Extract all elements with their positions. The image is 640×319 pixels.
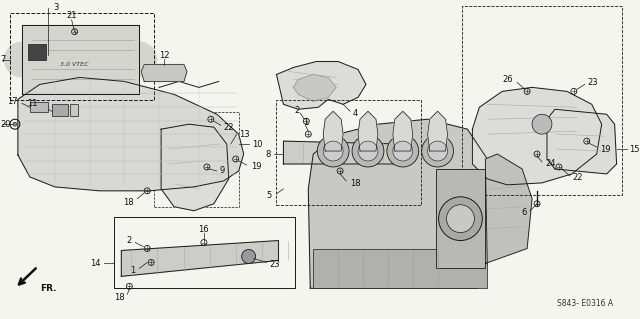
- Text: FR.: FR.: [40, 284, 56, 293]
- Bar: [28, 44, 45, 60]
- Text: 23: 23: [269, 260, 280, 269]
- Text: 2: 2: [295, 106, 300, 115]
- Text: 9: 9: [220, 167, 225, 175]
- Text: 21: 21: [67, 11, 77, 20]
- Polygon shape: [485, 154, 532, 263]
- Polygon shape: [428, 111, 447, 151]
- Text: S843- E0316 A: S843- E0316 A: [557, 299, 613, 308]
- Bar: [276, 100, 420, 205]
- Text: 3: 3: [54, 3, 59, 12]
- Polygon shape: [293, 74, 336, 101]
- Text: 22: 22: [224, 123, 234, 132]
- Text: 24: 24: [545, 160, 556, 168]
- Text: 13: 13: [239, 130, 250, 139]
- Text: 20: 20: [0, 120, 10, 129]
- Bar: [313, 249, 487, 288]
- Polygon shape: [18, 78, 244, 191]
- Text: 18: 18: [123, 198, 133, 207]
- Text: 23: 23: [588, 78, 598, 87]
- Text: 17: 17: [7, 97, 18, 106]
- Bar: [436, 169, 485, 268]
- Bar: [52, 104, 68, 116]
- Text: 19: 19: [251, 162, 261, 171]
- Text: 12: 12: [159, 51, 170, 60]
- Text: 22: 22: [573, 174, 583, 182]
- Circle shape: [323, 141, 343, 161]
- Polygon shape: [358, 111, 378, 151]
- Text: 4: 4: [353, 109, 358, 118]
- Circle shape: [317, 135, 349, 167]
- Circle shape: [242, 249, 255, 263]
- Bar: [30, 102, 48, 112]
- Text: 1: 1: [303, 118, 308, 127]
- Circle shape: [438, 197, 483, 241]
- Circle shape: [447, 205, 474, 233]
- Text: 18: 18: [114, 293, 124, 302]
- Circle shape: [422, 135, 454, 167]
- Polygon shape: [276, 62, 366, 109]
- Text: 8: 8: [265, 150, 271, 159]
- Circle shape: [393, 141, 413, 161]
- Bar: [10, 13, 154, 100]
- Circle shape: [122, 42, 157, 78]
- Text: 18: 18: [350, 179, 361, 188]
- Polygon shape: [323, 111, 343, 151]
- Bar: [463, 6, 621, 195]
- Text: 10: 10: [252, 140, 262, 149]
- Text: 1: 1: [130, 266, 135, 275]
- Circle shape: [387, 135, 419, 167]
- Circle shape: [4, 42, 40, 78]
- Polygon shape: [122, 241, 278, 276]
- Bar: [70, 104, 77, 116]
- Polygon shape: [284, 141, 403, 164]
- Text: 11: 11: [28, 99, 38, 108]
- Text: 26: 26: [502, 75, 513, 84]
- Bar: [115, 217, 296, 288]
- Polygon shape: [161, 124, 228, 211]
- Polygon shape: [308, 119, 487, 288]
- Text: 7: 7: [0, 55, 5, 64]
- Text: 15: 15: [630, 145, 640, 153]
- Polygon shape: [22, 25, 140, 94]
- Text: 3.0 VTEC: 3.0 VTEC: [60, 62, 88, 67]
- Polygon shape: [393, 111, 413, 151]
- Polygon shape: [547, 109, 616, 174]
- Text: 5: 5: [266, 191, 271, 200]
- Circle shape: [532, 114, 552, 134]
- Text: 14: 14: [90, 259, 100, 268]
- Polygon shape: [472, 87, 602, 185]
- Circle shape: [13, 122, 17, 126]
- Text: 16: 16: [198, 225, 209, 234]
- Circle shape: [352, 135, 384, 167]
- Circle shape: [428, 141, 447, 161]
- Bar: [154, 112, 239, 207]
- Polygon shape: [141, 64, 187, 81]
- Text: 19: 19: [600, 145, 610, 153]
- Circle shape: [358, 141, 378, 161]
- Text: 2: 2: [126, 236, 131, 245]
- Text: 6: 6: [522, 208, 527, 217]
